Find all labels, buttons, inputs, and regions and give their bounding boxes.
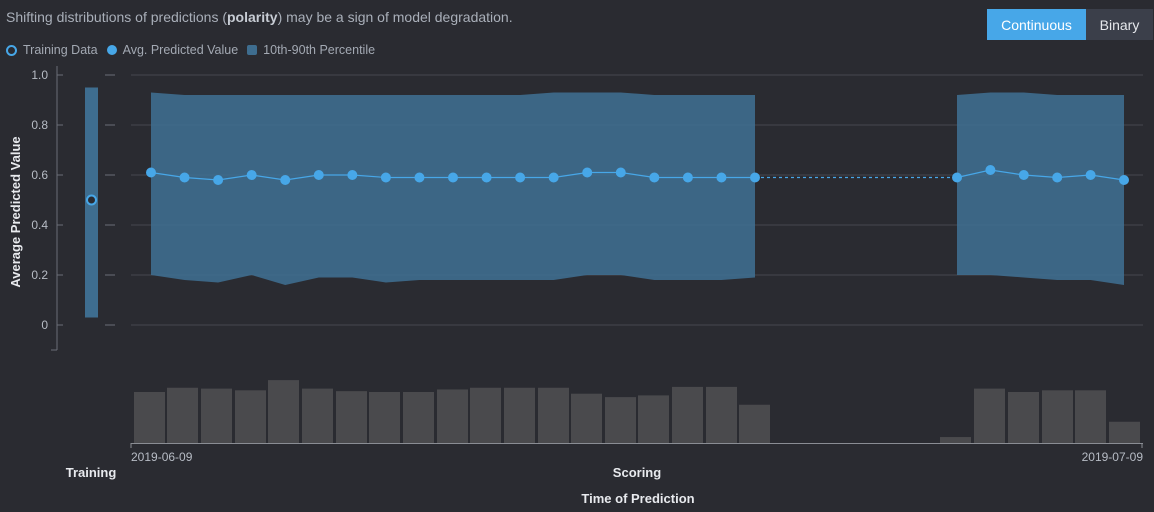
- legend-training[interactable]: Training Data: [6, 43, 98, 57]
- avg-point: [716, 172, 727, 183]
- avg-point: [985, 165, 996, 175]
- histogram-bar: [605, 397, 636, 443]
- prediction-mode-toggle: Continuous Binary: [987, 9, 1153, 40]
- avg-point: [448, 172, 458, 183]
- avg-point: [1085, 170, 1096, 180]
- info-text-bold: polarity: [227, 9, 278, 25]
- percentile-band: [957, 92, 1124, 285]
- avg-point: [952, 172, 962, 183]
- info-text-before: Shifting distributions of predictions (: [6, 9, 227, 25]
- training-avg-point: [86, 194, 97, 206]
- avg-point: [750, 172, 760, 183]
- histogram-bar: [437, 389, 468, 443]
- avg-point: [146, 167, 156, 178]
- y-tick-label: 1.0: [31, 68, 48, 82]
- histogram-bar: [1008, 392, 1039, 443]
- histogram-bar: [638, 395, 669, 443]
- avg-point: [313, 170, 324, 180]
- y-tick-label: 0.6: [31, 168, 48, 182]
- histogram-bar: [470, 387, 501, 443]
- histogram-bar: [201, 388, 232, 443]
- histogram-bar: [706, 386, 737, 443]
- area-marker-icon: [247, 45, 258, 55]
- histogram-bar: [538, 387, 569, 443]
- histogram-bar: [940, 437, 971, 443]
- histogram-bar: [336, 391, 367, 443]
- histogram-bar: [672, 386, 703, 443]
- y-tick-label: 0.8: [31, 118, 48, 132]
- legend-percentile[interactable]: 10th-90th Percentile: [247, 43, 375, 57]
- avg-point: [179, 172, 190, 183]
- histogram-bar: [268, 380, 299, 443]
- scoring-label: Scoring: [613, 465, 661, 480]
- info-text: Shifting distributions of predictions (p…: [6, 9, 513, 25]
- prediction-count-histogram: [130, 380, 1143, 448]
- avg-point: [1052, 172, 1063, 183]
- binary-button[interactable]: Binary: [1086, 9, 1153, 40]
- avg-point: [246, 170, 257, 180]
- avg-line: [956, 169, 1125, 181]
- avg-point: [414, 172, 425, 183]
- histogram-bar: [403, 392, 434, 443]
- avg-point: [481, 172, 492, 183]
- chart-legend: Training Data Avg. Predicted Value 10th-…: [6, 43, 384, 57]
- info-text-after: ) may be a sign of model degradation.: [277, 9, 513, 25]
- training-label: Training: [66, 465, 117, 480]
- histogram-bar: [1109, 421, 1140, 443]
- avg-point: [347, 170, 358, 180]
- ring-marker-icon: [6, 44, 17, 56]
- y-axis: 0 0.2 0.4 0.6 0.8 1.0: [31, 66, 115, 351]
- legend-avg[interactable]: Avg. Predicted Value: [106, 43, 239, 57]
- avg-point: [1018, 170, 1029, 180]
- avg-point: [649, 172, 660, 183]
- legend-avg-label: Avg. Predicted Value: [122, 43, 239, 57]
- histogram-bar: [369, 392, 400, 443]
- histogram-bar: [571, 393, 602, 443]
- avg-point: [515, 172, 526, 183]
- avg-point: [682, 172, 693, 183]
- legend-training-label: Training Data: [23, 43, 98, 57]
- x-end-label: 2019-07-09: [1082, 450, 1144, 464]
- histogram-bar: [134, 392, 165, 443]
- avg-point: [213, 175, 224, 185]
- x-axis-title: Time of Prediction: [581, 491, 694, 506]
- histogram-bar: [167, 387, 198, 443]
- scoring-panel: [146, 92, 1129, 285]
- dot-marker-icon: [106, 45, 117, 55]
- y-tick-label: 0: [41, 318, 48, 332]
- histogram-bar: [1042, 390, 1073, 443]
- legend-percentile-label: 10th-90th Percentile: [263, 43, 376, 57]
- avg-point: [548, 172, 559, 183]
- percentile-band: [151, 92, 755, 285]
- avg-point: [582, 167, 593, 178]
- avg-point: [615, 167, 626, 178]
- histogram-bar: [1075, 390, 1106, 443]
- continuous-button[interactable]: Continuous: [987, 9, 1086, 40]
- histogram-bar: [235, 390, 266, 443]
- avg-point: [380, 172, 391, 183]
- histogram-bar: [739, 404, 770, 443]
- x-start-label: 2019-06-09: [131, 450, 193, 464]
- y-tick-label: 0.2: [31, 268, 48, 282]
- y-axis-title: Average Predicted Value: [8, 136, 23, 287]
- histogram-bar: [974, 388, 1005, 443]
- y-tick-label: 0.4: [31, 218, 48, 232]
- histogram-bar: [504, 387, 535, 443]
- axis-labels: Average Predicted Value 2019-06-09 2019-…: [8, 136, 1143, 506]
- histogram-bar: [302, 388, 333, 443]
- training-panel: [85, 87, 98, 318]
- avg-point: [280, 175, 291, 185]
- avg-point: [1119, 175, 1129, 185]
